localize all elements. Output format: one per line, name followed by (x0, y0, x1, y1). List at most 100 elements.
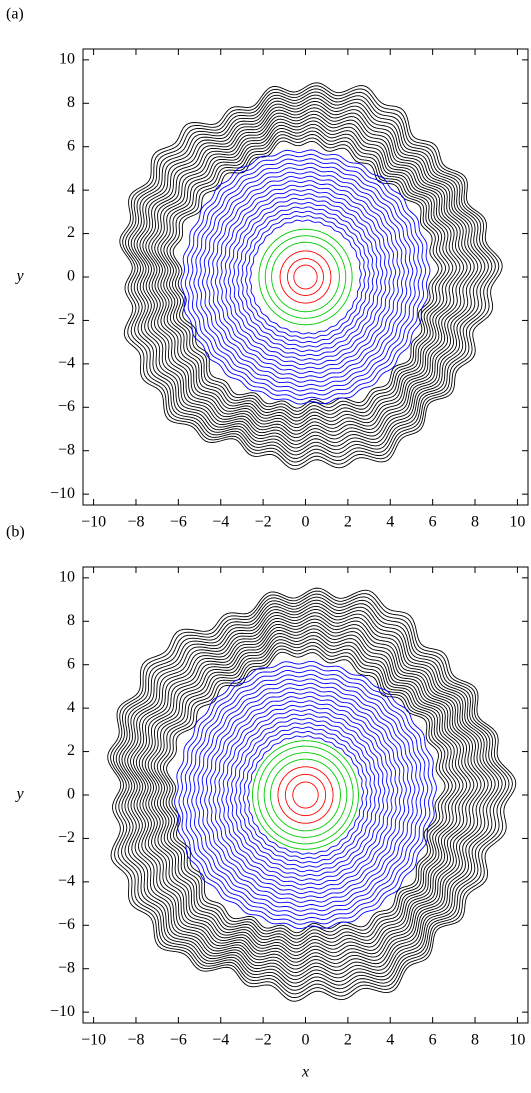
contour-line (242, 731, 369, 859)
contour-line (208, 695, 403, 895)
x-axis-label: x (301, 1064, 309, 1081)
x-tick-label: −2 (255, 514, 272, 531)
contour-line (145, 110, 472, 439)
contour-line (214, 184, 397, 370)
x-tick-label: 4 (386, 514, 394, 531)
contour-line (160, 127, 454, 422)
x-tick-label: −2 (255, 1032, 272, 1049)
contour-line (221, 709, 390, 881)
contour-line (244, 215, 367, 339)
contour-line (206, 175, 405, 379)
y-tick-label: −10 (50, 485, 75, 502)
x-tick-label: −6 (170, 514, 187, 531)
contour-line (189, 158, 422, 396)
contour-line (249, 219, 362, 335)
x-tick-label: 10 (509, 514, 525, 531)
x-tick-label: 8 (471, 514, 479, 531)
y-tick-label: 10 (59, 569, 75, 586)
x-tick-label: −10 (81, 514, 106, 531)
contour-line (159, 645, 453, 940)
contour-line (124, 605, 496, 980)
contour-line (115, 596, 507, 991)
y-tick-label: −4 (58, 355, 75, 372)
contour-line (204, 691, 407, 899)
contour-line (156, 641, 457, 943)
contour-line (154, 120, 461, 429)
x-tick-label: 8 (471, 1032, 479, 1049)
x-tick-label: 2 (344, 514, 352, 531)
contour-line (293, 264, 318, 290)
contour-line (271, 241, 340, 313)
contour-line (121, 602, 500, 984)
x-tick-label: −4 (212, 1032, 229, 1049)
contour-line (247, 735, 364, 855)
contour-line (127, 91, 493, 459)
contour-line (135, 618, 482, 967)
contour-line (127, 609, 493, 977)
y-axis-label: y (14, 786, 24, 803)
panel-label: (b) (6, 524, 25, 541)
y-tick-label: 0 (67, 268, 75, 285)
contour-line (130, 612, 489, 973)
contour-line (240, 210, 371, 344)
contour-line (279, 250, 332, 304)
contour-line (227, 197, 384, 357)
contour-line (219, 188, 392, 366)
x-tick-label: 6 (429, 514, 437, 531)
contour-line (238, 726, 373, 864)
contour-line (223, 193, 388, 361)
x-tick-label: −8 (127, 1032, 144, 1049)
contour-line (153, 638, 460, 947)
x-tick-label: 2 (344, 1032, 352, 1049)
contour-line (172, 140, 439, 409)
contour-line (119, 82, 503, 470)
contour-line (132, 615, 486, 970)
x-tick-label: 10 (509, 1032, 525, 1049)
y-tick-label: −2 (58, 311, 75, 328)
contour-line (202, 171, 409, 383)
contour-line (122, 85, 500, 467)
x-tick-label: −6 (170, 1032, 187, 1049)
y-tick-label: 8 (67, 612, 75, 629)
x-tick-label: −8 (127, 514, 144, 531)
y-tick-label: 8 (67, 94, 75, 111)
contour-line (144, 628, 471, 956)
contour-line (199, 687, 412, 903)
contour-line (277, 766, 334, 824)
contour-line (197, 167, 414, 387)
contour-line (187, 674, 424, 916)
contour-line (287, 258, 324, 296)
x-tick-label: −10 (81, 1032, 106, 1049)
contour-line (264, 235, 347, 319)
contour-line (174, 660, 437, 930)
y-tick-label: −2 (58, 829, 75, 846)
contour-line (163, 648, 450, 937)
y-axis-label: y (14, 268, 24, 285)
contour-line (150, 635, 464, 950)
contour-line (112, 593, 510, 995)
x-tick-label: 0 (302, 1032, 310, 1049)
contour-line (163, 130, 450, 419)
contour-line (258, 228, 353, 326)
contour-line (139, 104, 479, 445)
contour-line (141, 625, 475, 960)
x-tick-label: 0 (302, 514, 310, 531)
contour-line (252, 740, 359, 850)
contour-line (130, 94, 489, 456)
contour-line (217, 704, 394, 886)
contour-line (138, 621, 478, 963)
contour-line (157, 123, 457, 425)
y-tick-label: 6 (67, 137, 75, 154)
y-tick-label: −8 (58, 441, 75, 458)
contour-line (212, 700, 399, 890)
contour-line (136, 100, 482, 449)
contour-line (284, 773, 327, 817)
contour-line (184, 153, 427, 401)
x-tick-label: 6 (429, 1032, 437, 1049)
y-tick-label: −6 (58, 916, 75, 933)
y-tick-label: 4 (67, 699, 75, 716)
contour-line (234, 722, 377, 868)
panel-label: (a) (6, 6, 24, 23)
contour-line (166, 651, 446, 934)
